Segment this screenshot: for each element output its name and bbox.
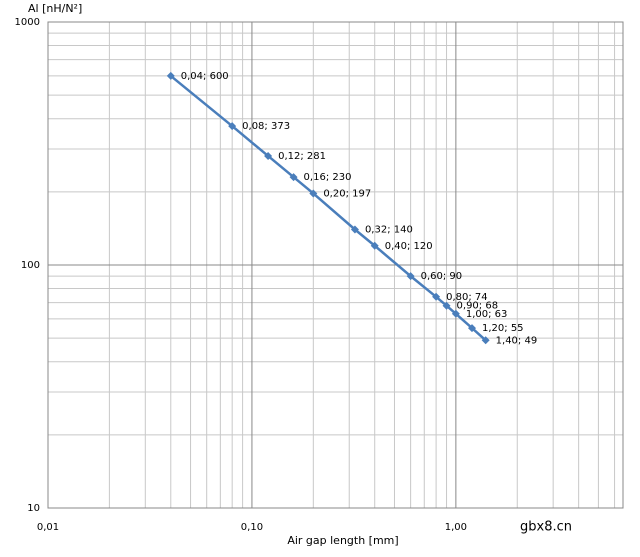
x-tick-label: 0,10: [241, 522, 263, 533]
data-label: 0,16; 230: [304, 172, 352, 183]
data-label: 1,20; 55: [482, 323, 524, 334]
data-point: [406, 272, 415, 281]
data-label: 0,60; 90: [421, 271, 463, 282]
data-point: [468, 324, 477, 333]
data-label: 0,40; 120: [385, 241, 433, 252]
data-point: [166, 71, 175, 80]
data-point: [442, 301, 451, 310]
data-label: 1,00; 63: [466, 309, 508, 320]
data-label: 0,04; 600: [181, 71, 229, 82]
data-label: 0,12; 281: [278, 151, 326, 162]
data-point: [370, 241, 379, 250]
data-point: [451, 309, 460, 318]
x-axis-title: Air gap length [mm]: [287, 534, 398, 547]
data-label: 0,80; 74: [446, 292, 488, 303]
data-label: 0,32; 140: [365, 224, 413, 235]
data-line: [169, 74, 487, 342]
data-label: 0,20; 197: [323, 188, 371, 199]
y-axis-title: Al [nH/N²]: [28, 2, 82, 15]
x-tick-label: 1,00: [445, 522, 467, 533]
data-point: [289, 173, 298, 182]
data-point: [264, 151, 273, 160]
data-label: 0,08; 373: [242, 121, 290, 132]
watermark: gbx8.cn: [520, 520, 572, 535]
data-label: 1,40; 49: [496, 335, 538, 346]
y-tick-label: 100: [21, 260, 40, 271]
y-tick-label: 10: [27, 503, 40, 514]
y-tick-label: 1000: [15, 17, 40, 28]
data-label: 0,90; 68: [457, 301, 499, 312]
data-point: [481, 336, 490, 345]
data-point: [350, 225, 359, 234]
data-point: [432, 292, 441, 301]
data-point: [228, 122, 237, 131]
data-point: [309, 189, 318, 198]
x-tick-label: 0,01: [37, 522, 59, 533]
